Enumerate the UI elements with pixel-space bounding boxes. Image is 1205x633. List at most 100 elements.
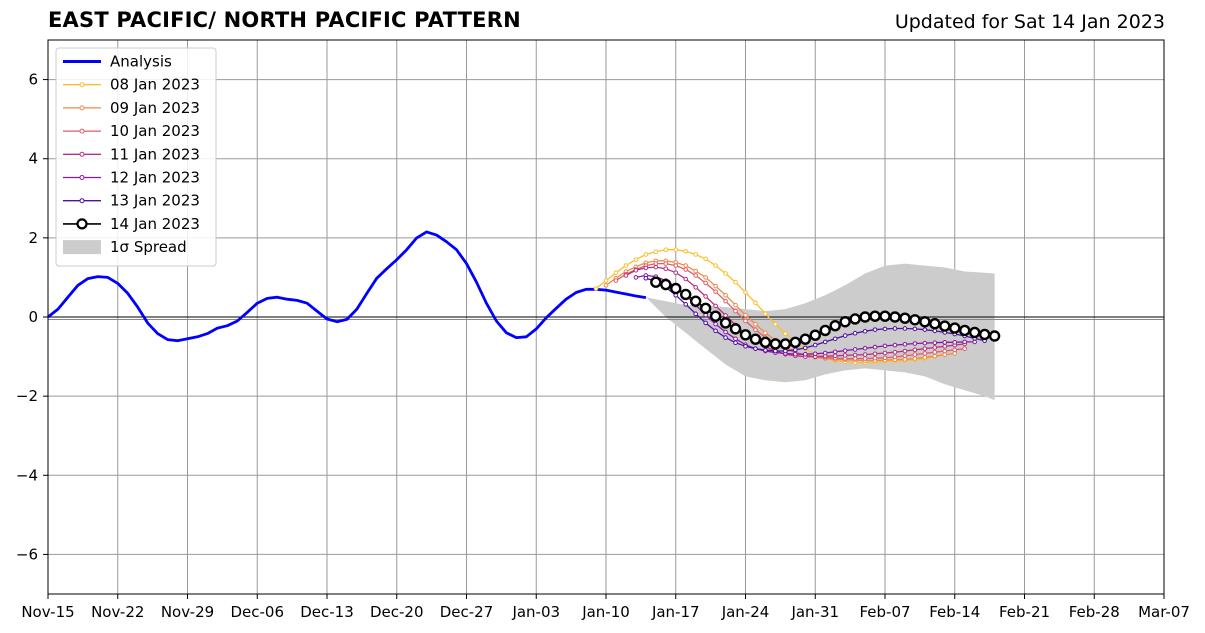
series-point (902, 348, 908, 354)
series-point (769, 338, 782, 350)
series-point (739, 329, 752, 341)
legend-swatch-marker (79, 175, 85, 180)
series-point (852, 347, 858, 352)
series-point (713, 263, 718, 268)
series-point (819, 324, 831, 337)
series-point (882, 355, 888, 361)
series-point (932, 328, 938, 334)
series-point (852, 352, 858, 358)
series-point (962, 339, 968, 345)
series-point (703, 256, 708, 262)
series-point (862, 352, 868, 357)
legend-label: Analysis (110, 53, 172, 71)
legend-swatch-marker (76, 218, 88, 230)
series-point (743, 312, 748, 318)
series-point (693, 252, 698, 257)
series-point (789, 336, 802, 349)
series-point (952, 340, 958, 345)
series-point (623, 263, 629, 268)
series-point (832, 353, 838, 359)
x-tick-label: Jan-31 (790, 603, 839, 621)
series-point (773, 348, 778, 354)
series-point (733, 336, 738, 342)
series-point (832, 349, 838, 355)
series-point (862, 356, 868, 361)
series-point (623, 273, 629, 278)
legend-label: 11 Jan 2023 (110, 145, 200, 163)
series-point (663, 247, 669, 253)
series-13-jan-2023 (643, 275, 987, 354)
x-tick-label: Dec-27 (440, 603, 494, 621)
series-point (793, 347, 798, 353)
series-point (859, 311, 871, 323)
series-point (978, 328, 991, 341)
x-tick-label: Mar-07 (1138, 603, 1190, 621)
series-point (603, 278, 609, 283)
series-point (713, 321, 718, 327)
series-point (922, 355, 928, 360)
series-point (653, 249, 659, 255)
x-tick-label: Feb-21 (999, 603, 1050, 621)
zero-line-group (48, 316, 1164, 320)
series-point (683, 276, 689, 282)
legend-label: 09 Jan 2023 (110, 99, 200, 117)
series-point (753, 327, 758, 332)
series-point (872, 351, 878, 357)
x-tick-label: Feb-28 (1069, 603, 1120, 621)
series-point (683, 302, 689, 307)
series-point (613, 278, 619, 283)
y-tick-label: 6 (28, 71, 38, 89)
series-point (882, 350, 888, 356)
series-point (763, 311, 768, 317)
series-point (852, 356, 858, 361)
x-tick-label: Nov-29 (161, 603, 214, 621)
series-point (773, 321, 778, 327)
y-tick-label: 0 (28, 308, 38, 326)
series-point (842, 353, 848, 358)
series-point (892, 326, 898, 331)
series-point (872, 355, 878, 361)
series-point (753, 321, 758, 327)
series-point (942, 348, 948, 354)
series-point (972, 339, 977, 345)
series-point (653, 261, 659, 266)
series-point (633, 268, 639, 273)
series-point (783, 348, 788, 354)
series-point (932, 349, 938, 355)
series-point (689, 295, 702, 307)
series-point (693, 268, 698, 274)
y-tick-label: −2 (16, 387, 38, 405)
series-point (929, 318, 941, 330)
series-point (703, 320, 708, 326)
series-point (723, 292, 728, 298)
series-point (892, 354, 898, 360)
series-point (919, 316, 931, 328)
legend-swatch-spread (63, 240, 101, 255)
x-tick-label: Dec-13 (300, 603, 354, 621)
series-point (862, 328, 868, 334)
chart-title: EAST PACIFIC/ NORTH PACIFIC PATTERN (48, 8, 521, 32)
series-point (839, 316, 851, 328)
series-point (862, 345, 868, 351)
series-point (988, 330, 1001, 342)
series-point (693, 273, 698, 278)
series-point (942, 352, 948, 357)
series-point (822, 339, 828, 345)
series-point (743, 318, 748, 324)
series-point (952, 347, 958, 353)
series-point (849, 313, 861, 325)
x-tick-label: Feb-07 (859, 603, 910, 621)
series-point (670, 282, 682, 295)
series-point (922, 340, 928, 346)
series-point (733, 302, 738, 308)
series-point (683, 267, 689, 272)
series-point (882, 343, 888, 349)
series-point (633, 257, 639, 262)
series-point (723, 329, 728, 335)
series-point (829, 320, 841, 332)
series-point (962, 346, 968, 351)
analysis-series-group (47, 230, 647, 343)
x-tick-label: Jan-03 (511, 603, 560, 621)
x-tick-label: Nov-22 (91, 603, 144, 621)
legend-box (55, 47, 217, 267)
